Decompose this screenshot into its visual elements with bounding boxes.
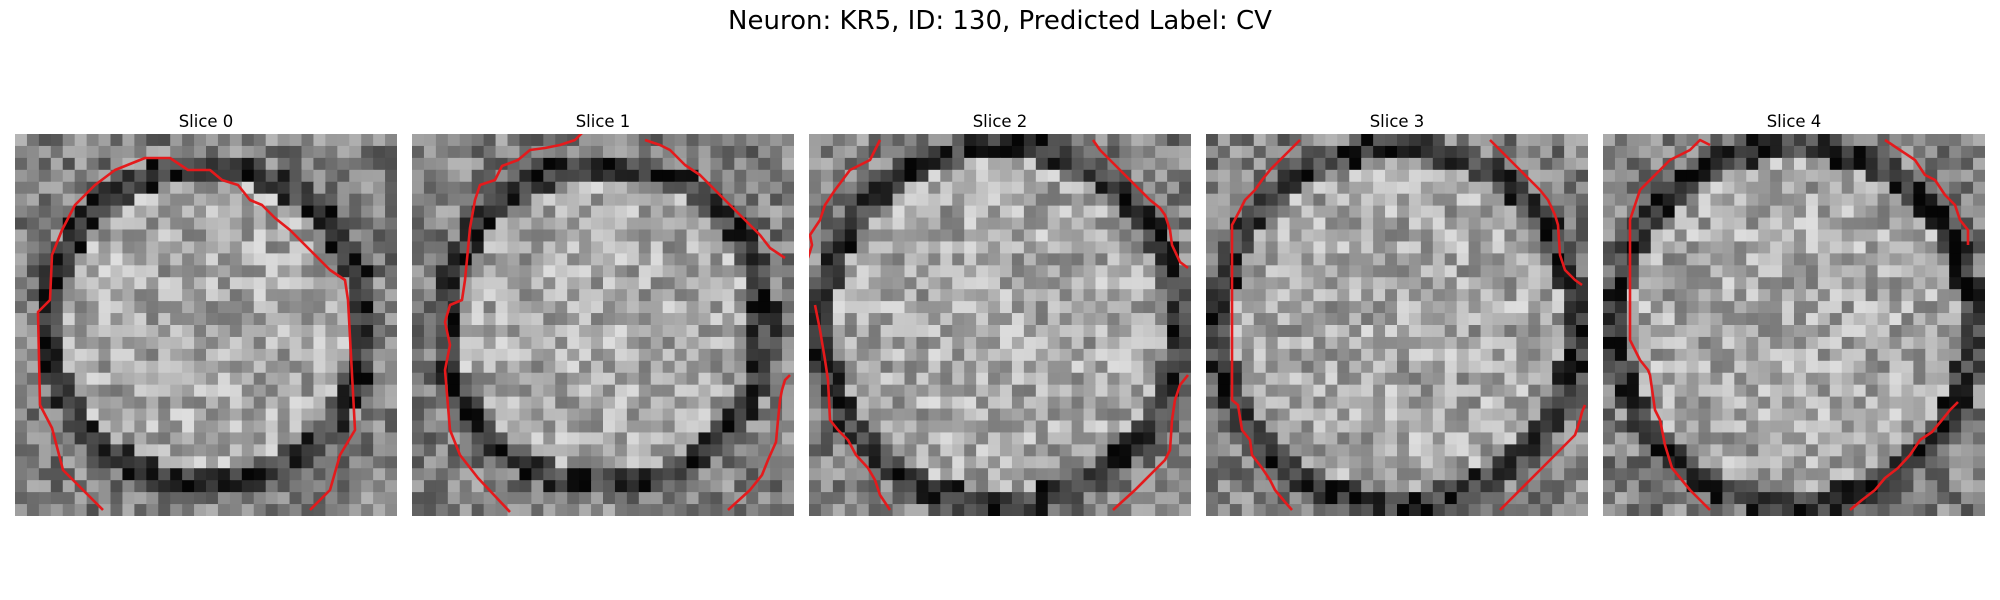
- slice-image: [809, 134, 1191, 516]
- slice-image: [412, 134, 794, 516]
- contour-line: [36, 156, 357, 511]
- contour-line: [1499, 404, 1587, 511]
- contour-line: [1091, 139, 1189, 270]
- slice-panel-4: Slice 4: [1603, 110, 1985, 516]
- figure-title: Neuron: KR5, ID: 130, Predicted Label: C…: [728, 6, 1272, 36]
- contour-line: [443, 134, 583, 513]
- slice-image: [1206, 134, 1588, 516]
- slice-panel-2: Slice 2: [809, 110, 1191, 516]
- slice-image: [1603, 134, 1985, 516]
- slice-title: Slice 0: [178, 112, 234, 131]
- slice-panel-3: Slice 3: [1206, 110, 1588, 516]
- contour-line: [1849, 401, 1959, 511]
- slice-title: Slice 4: [1766, 112, 1822, 131]
- slice-panel-0: Slice 0: [15, 110, 397, 516]
- slice-title: Slice 1: [575, 112, 631, 131]
- slice-image: [15, 134, 397, 516]
- slice-title: Slice 3: [1369, 112, 1425, 131]
- contour-line: [1884, 138, 1970, 245]
- contour-line: [1628, 138, 1711, 511]
- slice-title: Slice 2: [972, 112, 1028, 131]
- slice-panel-1: Slice 1: [412, 110, 794, 516]
- contour-line: [1489, 139, 1583, 287]
- contour-line: [644, 138, 786, 260]
- contour-line: [727, 374, 791, 511]
- contour-line: [809, 139, 882, 259]
- contour-line: [1230, 139, 1301, 511]
- contour-line: [813, 304, 892, 511]
- contour-line: [1112, 374, 1190, 511]
